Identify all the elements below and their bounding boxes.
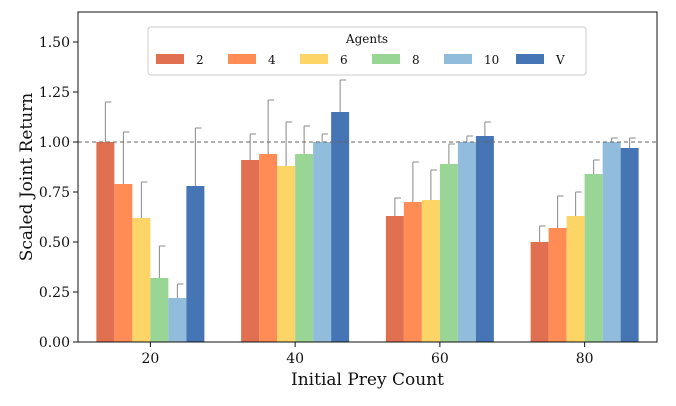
- x-tick-label: 20: [141, 351, 159, 367]
- y-tick-label: 0.75: [39, 185, 70, 201]
- legend-label-2: 2: [196, 53, 204, 67]
- legend-swatch-2: [156, 54, 184, 64]
- legend-label-10: 10: [484, 53, 499, 67]
- bar-10-60: [457, 142, 476, 342]
- x-tick-label: 80: [576, 351, 594, 367]
- bar-V-80: [620, 148, 639, 342]
- x-axis-title: Initial Prey Count: [291, 370, 444, 390]
- bar-2-40: [241, 160, 260, 342]
- y-tick-label: 1.25: [39, 85, 70, 101]
- bar-10-20: [168, 298, 187, 342]
- bar-10-40: [313, 142, 332, 342]
- y-tick-label: 0.50: [39, 235, 70, 251]
- legend-label-V: V: [555, 53, 565, 67]
- bar-6-20: [132, 218, 151, 342]
- legend-title: Agents: [345, 32, 388, 46]
- bar-4-60: [403, 202, 422, 342]
- bar-6-60: [421, 200, 440, 342]
- legend-swatch-V: [516, 54, 544, 64]
- legend-label-6: 6: [340, 53, 348, 67]
- legend-swatch-8: [372, 54, 400, 64]
- x-axis: 20 40 60 80: [141, 342, 594, 367]
- bar-10-80: [602, 142, 621, 342]
- bar-8-80: [584, 174, 603, 342]
- legend-swatch-4: [228, 54, 256, 64]
- bar-4-80: [548, 228, 567, 342]
- y-tick-label: 0.00: [39, 335, 70, 351]
- bar-2-20: [96, 142, 115, 342]
- bar-4-20: [114, 184, 133, 342]
- bar-V-40: [331, 112, 350, 342]
- bar-6-40: [277, 166, 296, 342]
- legend-swatch-6: [300, 54, 328, 64]
- legend-items: 2 4 6 8 10 V: [156, 53, 565, 67]
- legend-label-8: 8: [412, 53, 420, 67]
- y-axis: 0.00 0.25 0.50 0.75 1.00 1.25 1.50: [39, 35, 78, 351]
- legend-swatch-10: [444, 54, 472, 64]
- bar-8-40: [295, 154, 314, 342]
- y-tick-label: 1.00: [39, 135, 70, 151]
- error-bars: [104, 79, 636, 298]
- bar-4-40: [259, 154, 278, 342]
- x-tick-label: 40: [286, 351, 304, 367]
- bar-8-60: [439, 164, 458, 342]
- bar-V-60: [475, 136, 494, 342]
- y-tick-label: 1.50: [39, 35, 70, 51]
- legend: Agents 2 4 6 8 10 V: [147, 26, 587, 76]
- y-axis-title: Scaled Joint Return: [17, 93, 37, 262]
- legend-label-4: 4: [268, 53, 276, 67]
- x-tick-label: 60: [431, 351, 449, 367]
- bar-2-80: [530, 242, 549, 342]
- bar-8-20: [150, 278, 169, 342]
- legend-box: [147, 26, 587, 76]
- plot-frame: [77, 11, 658, 343]
- y-tick-label: 0.25: [39, 285, 70, 301]
- plot-bars: [96, 112, 639, 342]
- bar-6-80: [566, 216, 585, 342]
- bar-2-60: [385, 216, 404, 342]
- bar-V-20: [186, 186, 205, 342]
